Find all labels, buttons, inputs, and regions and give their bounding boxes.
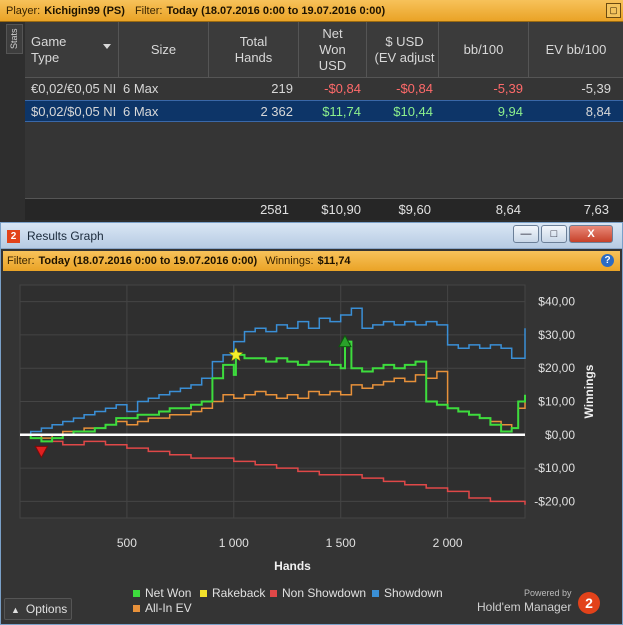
cell-size: 6 Max	[123, 81, 159, 96]
winnings-value: $11,74	[317, 255, 351, 267]
series-line-showdown	[20, 307, 526, 436]
total-evbb: 7,63	[583, 202, 609, 217]
brand-label: Hold'em Manager	[477, 600, 572, 614]
window-titlebar[interactable]: 2 Results Graph — □ X	[1, 223, 622, 249]
up-triangle-marker-icon	[338, 334, 352, 348]
chevron-up-icon: ▲	[11, 605, 20, 615]
header-net-won[interactable]: Net Won USD	[299, 22, 367, 78]
cell-ev: -$0,84	[396, 81, 433, 96]
legend-rakeback[interactable]: Rakeback	[200, 586, 265, 600]
minimize-button[interactable]: —	[513, 225, 539, 243]
cell-game: €0,02/€0,05 NI	[31, 81, 117, 96]
header-label: Game Type	[31, 34, 67, 65]
cell-size: 6 Max	[123, 104, 159, 119]
header-bb100[interactable]: bb/100	[439, 22, 529, 78]
down-triangle-marker-icon	[34, 445, 49, 459]
legend-non-showdown[interactable]: Non Showdown	[270, 586, 366, 600]
legend-label: Showdown	[384, 586, 443, 600]
y-axis-label: Winnings	[582, 364, 596, 418]
cell-hands: 2 362	[260, 104, 293, 119]
header-label: Net Won USD	[318, 26, 347, 73]
legend-showdown[interactable]: Showdown	[372, 586, 443, 600]
cell-evbb: -5,39	[581, 81, 611, 96]
cell-hands: 219	[271, 81, 293, 96]
cell-ev: $10,44	[393, 104, 433, 119]
y-tick-label: $0,00	[545, 428, 575, 442]
y-tick-label: -$20,00	[534, 494, 575, 508]
cell-net: -$0,84	[324, 81, 361, 96]
table-header: Game Type Size Total Hands Net Won USD $…	[25, 22, 623, 78]
header-size[interactable]: Size	[119, 22, 209, 78]
y-tick-label: $30,00	[538, 328, 575, 342]
header-ev-adjust[interactable]: $ USD (EV adjust	[367, 22, 439, 78]
header-total-hands[interactable]: Total Hands	[209, 22, 299, 78]
legend-swatch	[200, 589, 207, 597]
player-value[interactable]: Kichigin99 (PS)	[44, 4, 125, 17]
options-label: Options	[25, 602, 68, 616]
legend-label: Net Won	[145, 586, 192, 600]
y-tick-label: -$10,00	[534, 461, 575, 475]
hm2-logo-icon: 2	[7, 230, 20, 243]
totals-row: 2581 $10,90 $9,60 8,64 7,63	[25, 198, 623, 220]
y-tick-label: $10,00	[538, 395, 575, 409]
cell-bb: 9,94	[497, 104, 523, 119]
total-hands: 2581	[260, 202, 289, 217]
cell-bb: -5,39	[493, 81, 523, 96]
legend-swatch	[133, 604, 140, 612]
table-row[interactable]: €0,02/€0,05 NI 6 Max 219 -$0,84 -$0,84 -…	[25, 78, 623, 100]
x-tick-label: 1 500	[326, 536, 356, 550]
header-label: Total Hands	[234, 34, 273, 65]
total-net: $10,90	[321, 202, 361, 217]
cell-net: $11,74	[322, 104, 361, 119]
legend-swatch	[372, 589, 379, 597]
graph-filter-bar[interactable]: Filter: Today (18.07.2016 0:00 to 19.07.…	[3, 251, 620, 271]
series-line-net-won	[20, 340, 526, 443]
x-axis-label: Hands	[274, 559, 311, 573]
top-filter-bar[interactable]: Player: Kichigin99 (PS) Filter: Today (1…	[0, 0, 623, 22]
player-key: Player:	[6, 4, 41, 17]
header-game-type[interactable]: Game Type	[25, 22, 119, 78]
filter-key: Filter:	[134, 4, 163, 17]
star-marker-icon	[228, 347, 244, 362]
sort-desc-icon	[103, 44, 111, 49]
options-button[interactable]: ▲ Options	[4, 598, 72, 620]
close-button[interactable]: X	[569, 225, 613, 243]
filter-value[interactable]: Today (18.07.2016 0:00 to 19.07.2016 0:0…	[38, 255, 258, 267]
maximize-icon[interactable]: ▢	[606, 3, 621, 18]
x-tick-label: 2 000	[433, 536, 463, 550]
filter-value[interactable]: Today (18.07.2016 0:00 to 19.07.2016 0:0…	[166, 4, 386, 17]
cell-evbb: 8,84	[585, 104, 611, 119]
window-title: Results Graph	[27, 229, 104, 243]
legend-swatch	[133, 589, 140, 597]
stats-table: Game Type Size Total Hands Net Won USD $…	[25, 22, 623, 220]
powered-by-label: Powered by	[524, 588, 572, 598]
legend-label: All-In EV	[145, 601, 192, 615]
x-tick-label: 500	[117, 536, 137, 550]
header-label: $ USD (EV adjust	[374, 34, 435, 65]
legend-label: Non Showdown	[282, 586, 367, 600]
legend-net-won[interactable]: Net Won	[133, 586, 191, 600]
legend-swatch	[270, 589, 277, 597]
legend-all-in-ev[interactable]: All-In EV	[133, 601, 192, 615]
header-ev-bb100[interactable]: EV bb/100	[545, 42, 607, 57]
y-tick-label: $40,00	[538, 295, 575, 309]
filter-key: Filter:	[7, 255, 35, 267]
legend-label: Rakeback	[212, 586, 266, 600]
maximize-button[interactable]: □	[541, 225, 567, 243]
table-row-selected[interactable]: $0,02/$0,05 NI 6 Max 2 362 $11,74 $10,44…	[25, 100, 623, 122]
cell-game: $0,02/$0,05 NI	[31, 104, 117, 119]
series-line-non-showdown	[20, 434, 526, 505]
winnings-key: Winnings:	[265, 255, 314, 267]
x-tick-label: 1 000	[219, 536, 249, 550]
total-bb: 8,64	[495, 202, 521, 217]
y-tick-label: $20,00	[538, 361, 575, 375]
hm2-brand-icon: 2	[578, 592, 600, 614]
help-icon[interactable]: ?	[601, 254, 614, 267]
total-ev: $9,60	[398, 202, 431, 217]
